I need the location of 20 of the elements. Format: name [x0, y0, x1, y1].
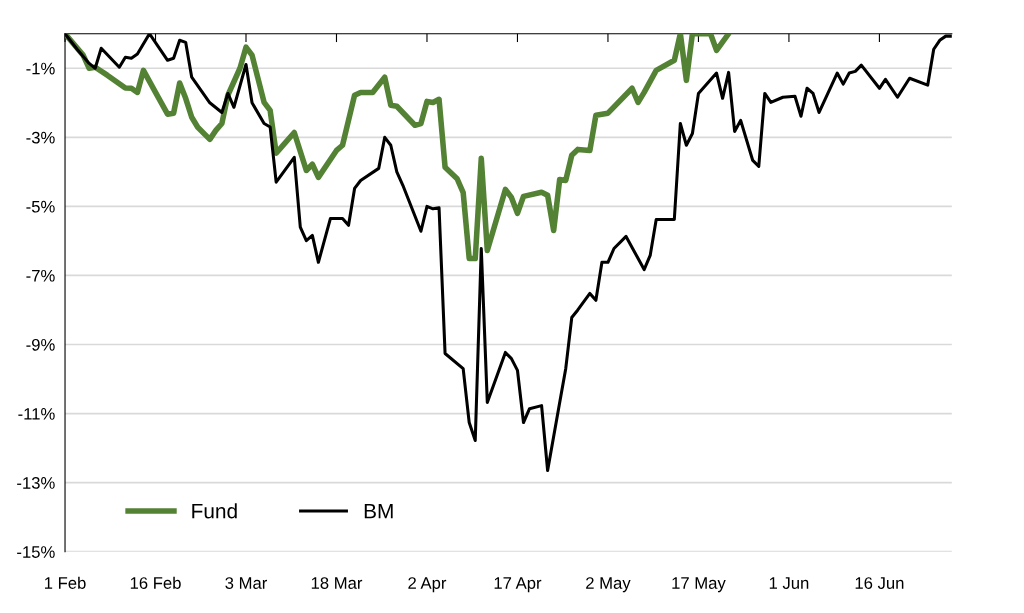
legend-label: BM	[364, 503, 393, 519]
x-tick-label: 3 Mar	[225, 577, 268, 589]
x-tick-label: 2 May	[586, 577, 631, 593]
x-tick-label: 1 Feb	[44, 576, 86, 589]
y-tick-label: -9%	[26, 338, 55, 351]
y-tick-label: -7%	[26, 269, 55, 282]
x-tick-label: 1 Jun	[769, 577, 809, 589]
y-tick-label: -11%	[18, 408, 55, 420]
x-tick-label: 16 Jun	[855, 577, 904, 589]
x-tick-label: 17 Apr	[494, 577, 542, 593]
x-tick-label: 18 Mar	[311, 577, 363, 589]
legend-label: Fund	[192, 503, 237, 519]
y-tick-label: -3%	[26, 131, 55, 144]
x-tick-label: 2 Apr	[408, 577, 447, 593]
y-tick-label: -13%	[17, 477, 55, 489]
y-tick-label: -15%	[17, 546, 55, 558]
y-tick-label: -1%	[26, 62, 55, 75]
x-tick-label: 17 May	[672, 577, 726, 593]
x-tick-label: 16 Feb	[130, 576, 181, 589]
y-tick-label: -5%	[26, 200, 55, 213]
